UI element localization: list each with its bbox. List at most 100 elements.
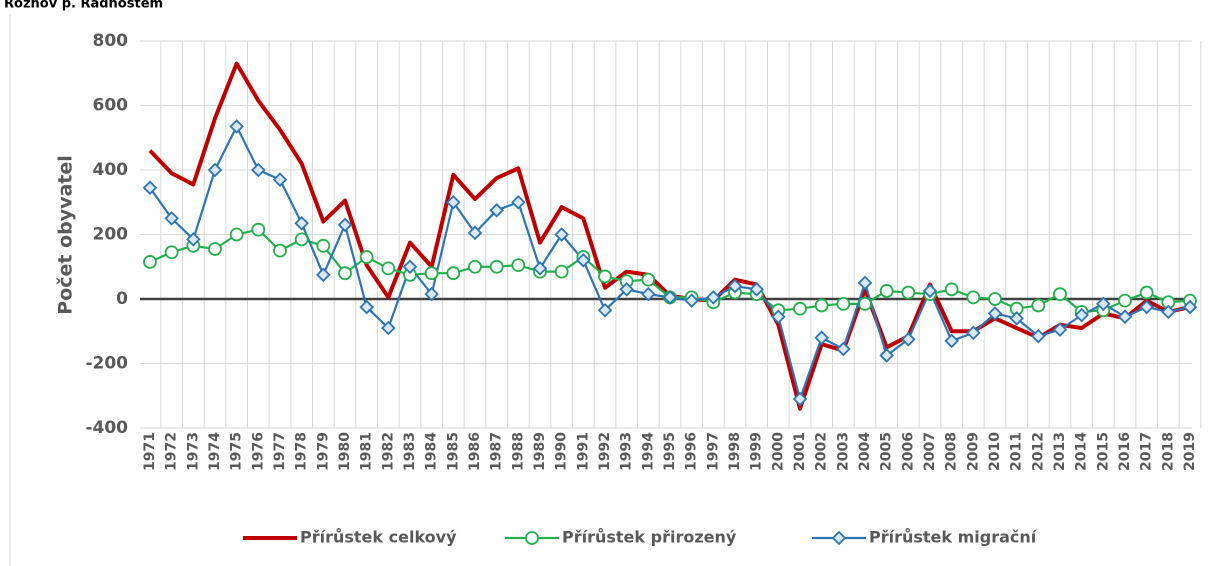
data-point [316, 267, 331, 283]
data-point [359, 250, 374, 264]
data-point [359, 299, 374, 315]
x-tick-label: 1981 [359, 432, 375, 471]
x-tick-label: 1995 [662, 432, 678, 471]
x-tick-label: 1982 [380, 432, 396, 471]
x-tick-label: 1993 [619, 432, 635, 471]
data-point [511, 258, 526, 273]
x-tick-label: 2019 [1182, 432, 1198, 471]
data-point [272, 172, 288, 187]
data-point [208, 242, 222, 256]
data-point [251, 162, 266, 178]
data-point [1139, 285, 1154, 300]
x-tick-label: 2006 [900, 432, 916, 471]
data-point [381, 261, 396, 276]
x-tick-label: 1999 [749, 432, 765, 471]
data-point [858, 296, 872, 311]
x-tick-label: 2000 [770, 432, 786, 471]
data-point [207, 162, 223, 178]
y-axis-label: Počet obyvatel [55, 155, 77, 315]
legend-marker [525, 531, 539, 545]
data-point [641, 272, 656, 287]
x-tick-label: 2016 [1117, 432, 1133, 471]
x-tick-label: 1987 [489, 432, 505, 471]
chart-title: Rožnov p. Radhoštěm [4, 0, 163, 12]
y-tick-label: -400 [85, 418, 128, 438]
x-tick-label: 1996 [684, 432, 700, 471]
x-tick-label: 2007 [922, 432, 938, 471]
x-tick-label: 2014 [1074, 432, 1090, 471]
y-tick-label: 600 [93, 96, 129, 116]
data-point [251, 222, 266, 237]
x-tick-label: 1992 [597, 432, 613, 471]
data-point [164, 211, 179, 226]
x-tick-label: 1973 [185, 432, 201, 471]
data-point [424, 286, 439, 302]
x-tick-label: 2003 [835, 432, 851, 471]
data-point [966, 325, 981, 341]
y-tick-label: 400 [93, 160, 129, 180]
x-tick-label: 2011 [1009, 432, 1025, 471]
data-point [229, 119, 244, 134]
data-point [879, 284, 894, 298]
data-point [164, 245, 179, 260]
legend-label: Přírůstek celkový [300, 528, 457, 547]
data-point [1052, 322, 1068, 337]
data-point [706, 290, 721, 305]
y-tick-label: 200 [93, 225, 129, 245]
data-point [598, 269, 612, 284]
x-tick-label: 1980 [337, 432, 353, 471]
data-point [793, 301, 807, 316]
x-tick-label: 2002 [814, 432, 830, 471]
data-point [186, 232, 201, 247]
x-tick-label: 1985 [445, 432, 461, 471]
data-point [381, 320, 396, 336]
data-point [468, 259, 482, 274]
data-point [1031, 328, 1046, 344]
x-tick-label: 1990 [554, 432, 570, 471]
legend-label: Přírůstek migrační [869, 528, 1038, 547]
data-point [273, 243, 287, 258]
data-point [684, 293, 699, 308]
data-point [316, 238, 331, 253]
data-point [879, 348, 894, 363]
data-point [554, 227, 569, 242]
x-tick-label: 2008 [944, 432, 960, 471]
x-tick-label: 2001 [792, 432, 808, 471]
x-tick-label: 2004 [857, 432, 873, 471]
x-tick-label: 1972 [164, 432, 180, 471]
data-point [1182, 299, 1198, 315]
data-point [446, 266, 461, 281]
x-tick-label: 1979 [315, 432, 331, 471]
data-point [944, 333, 959, 349]
data-point [294, 215, 309, 231]
data-point [857, 275, 873, 291]
data-point [1161, 304, 1176, 320]
x-tick-label: 1989 [532, 432, 548, 471]
x-tick-label: 1984 [424, 432, 440, 471]
data-point [338, 266, 352, 281]
data-point [727, 278, 743, 294]
data-point [446, 194, 461, 210]
x-tick-label: 1977 [272, 432, 288, 471]
data-point [922, 283, 938, 299]
data-point [987, 306, 1003, 321]
x-tick-label: 1974 [207, 432, 223, 471]
data-point [771, 309, 786, 325]
x-tick-label: 1986 [467, 432, 483, 471]
data-point [554, 264, 569, 279]
data-point [511, 194, 526, 210]
x-tick-label: 1991 [575, 432, 591, 471]
data-point [1053, 287, 1067, 302]
data-point [1074, 307, 1089, 323]
data-point [532, 261, 548, 276]
data-point [142, 180, 158, 196]
x-tick-label: 1983 [402, 432, 418, 471]
x-tick-label: 2013 [1052, 432, 1068, 471]
x-tick-label: 1997 [705, 432, 721, 471]
data-point [988, 292, 1002, 306]
data-point [1118, 293, 1132, 308]
series-line [149, 125, 1191, 401]
data-point [641, 286, 656, 302]
data-point [749, 282, 764, 297]
